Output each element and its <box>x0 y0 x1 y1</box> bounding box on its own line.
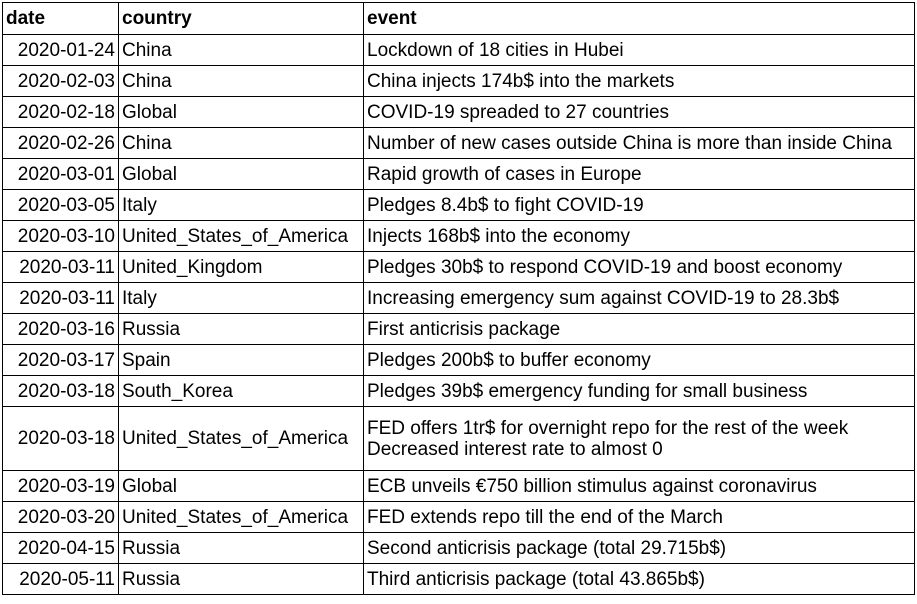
event-line: Increasing emergency sum against COVID-1… <box>367 287 840 309</box>
event-line: FED extends repo till the end of the Mar… <box>367 506 723 528</box>
table-row: 2020-03-10 United_States_of_America Inject… <box>2 220 915 252</box>
header-event[interactable]: event <box>363 2 915 35</box>
table-row: 2020-03-18 South_Korea Pledges 39b$ emerge… <box>2 375 915 407</box>
event-cell[interactable]: China injects 174b$ into the markets <box>363 65 915 97</box>
table-row: 2020-03-16 Russia First anticrisis package <box>2 313 915 345</box>
table-row: 2020-02-26 China Number of new cases outsi… <box>2 127 915 159</box>
table-row: 2020-03-11 United_Kingdom Pledges 30b$ to … <box>2 251 915 283</box>
table-row: 2020-03-11 Italy Increasing emergency sum … <box>2 282 915 314</box>
event-line: FED offers 1tr$ for overnight repo for t… <box>367 417 849 439</box>
country-cell[interactable]: United_Kingdom <box>118 251 364 283</box>
event-cell[interactable]: Pledges 39b$ emergency funding for small… <box>363 375 915 407</box>
date-cell[interactable]: 2020-01-24 <box>2 34 119 66</box>
table-row: 2020-03-18 United_States_of_America FED of… <box>2 406 915 471</box>
event-line: Number of new cases outside China is mor… <box>367 132 892 154</box>
table-row: 2020-02-18 Global COVID-19 spreaded to 27 … <box>2 96 915 128</box>
event-line: Pledges 39b$ emergency funding for small… <box>367 380 808 402</box>
table-row: 2020-03-20 United_States_of_America FED ex… <box>2 501 915 533</box>
date-cell[interactable]: 2020-02-26 <box>2 127 119 159</box>
table-row: 2020-03-01 Global Rapid growth of cases in… <box>2 158 915 190</box>
event-cell[interactable]: Second anticrisis package (total 29.715b… <box>363 532 915 564</box>
country-cell[interactable]: China <box>118 65 364 97</box>
event-cell[interactable]: Pledges 8.4b$ to fight COVID-19 <box>363 189 915 221</box>
country-cell[interactable]: China <box>118 127 364 159</box>
country-cell[interactable]: Russia <box>118 313 364 345</box>
event-line: ECB unveils €750 billion stimulus agains… <box>367 475 817 497</box>
table-row: 2020-04-15 Russia Second anticrisis packag… <box>2 532 915 564</box>
event-line: China injects 174b$ into the markets <box>367 70 675 92</box>
event-line: First anticrisis package <box>367 318 561 340</box>
event-line: Rapid growth of cases in Europe <box>367 163 642 185</box>
country-cell[interactable]: Global <box>118 158 364 190</box>
table-row: 2020-03-05 Italy Pledges 8.4b$ to fight CO… <box>2 189 915 221</box>
country-cell[interactable]: United_States_of_America <box>118 220 364 252</box>
date-cell[interactable]: 2020-02-03 <box>2 65 119 97</box>
date-cell[interactable]: 2020-03-19 <box>2 470 119 502</box>
country-cell[interactable]: Italy <box>118 282 364 314</box>
event-cell[interactable]: Number of new cases outside China is mor… <box>363 127 915 159</box>
date-cell[interactable]: 2020-03-10 <box>2 220 119 252</box>
event-cell[interactable]: Injects 168b$ into the economy <box>363 220 915 252</box>
table-body: 2020-01-24 China Lockdown of 18 cities in … <box>2 34 915 595</box>
date-cell[interactable]: 2020-03-11 <box>2 251 119 283</box>
table-row: 2020-01-24 China Lockdown of 18 cities in … <box>2 34 915 66</box>
event-cell[interactable]: FED extends repo till the end of the Mar… <box>363 501 915 533</box>
date-cell[interactable]: 2020-03-18 <box>2 375 119 407</box>
header-row: date country event <box>2 2 915 35</box>
event-line: Third anticrisis package (total 43.865b$… <box>367 568 705 590</box>
country-cell[interactable]: United_States_of_America <box>118 501 364 533</box>
table-row: 2020-03-17 Spain Pledges 200b$ to buffer e… <box>2 344 915 376</box>
country-cell[interactable]: Russia <box>118 532 364 564</box>
event-cell[interactable]: Increasing emergency sum against COVID-1… <box>363 282 915 314</box>
event-cell[interactable]: FED offers 1tr$ for overnight repo for t… <box>363 406 915 471</box>
country-cell[interactable]: China <box>118 34 364 66</box>
date-cell[interactable]: 2020-02-18 <box>2 96 119 128</box>
date-cell[interactable]: 2020-03-18 <box>2 406 119 471</box>
event-line: Pledges 8.4b$ to fight COVID-19 <box>367 194 644 216</box>
event-cell[interactable]: First anticrisis package <box>363 313 915 345</box>
country-cell[interactable]: Russia <box>118 563 364 595</box>
date-cell[interactable]: 2020-03-20 <box>2 501 119 533</box>
date-cell[interactable]: 2020-03-01 <box>2 158 119 190</box>
date-cell[interactable]: 2020-03-17 <box>2 344 119 376</box>
header-country[interactable]: country <box>118 2 364 35</box>
header-date[interactable]: date <box>2 2 119 35</box>
date-cell[interactable]: 2020-03-11 <box>2 282 119 314</box>
event-line: Injects 168b$ into the economy <box>367 225 631 247</box>
country-cell[interactable]: South_Korea <box>118 375 364 407</box>
country-cell[interactable]: Global <box>118 470 364 502</box>
country-cell[interactable]: Italy <box>118 189 364 221</box>
event-line: Decreased interest rate to almost 0 <box>367 438 663 460</box>
country-cell[interactable]: Global <box>118 96 364 128</box>
date-cell[interactable]: 2020-03-16 <box>2 313 119 345</box>
date-cell[interactable]: 2020-05-11 <box>2 563 119 595</box>
date-cell[interactable]: 2020-03-05 <box>2 189 119 221</box>
event-cell[interactable]: Rapid growth of cases in Europe <box>363 158 915 190</box>
event-cell[interactable]: COVID-19 spreaded to 27 countries <box>363 96 915 128</box>
table-row: 2020-03-19 Global ECB unveils €750 billion… <box>2 470 915 502</box>
country-cell[interactable]: Spain <box>118 344 364 376</box>
event-line: COVID-19 spreaded to 27 countries <box>367 101 670 123</box>
country-cell[interactable]: United_States_of_America <box>118 406 364 471</box>
event-line: Second anticrisis package (total 29.715b… <box>367 537 727 559</box>
date-cell[interactable]: 2020-04-15 <box>2 532 119 564</box>
event-cell[interactable]: Pledges 30b$ to respond COVID-19 and boo… <box>363 251 915 283</box>
event-line: Lockdown of 18 cities in Hubei <box>367 39 624 61</box>
event-cell[interactable]: ECB unveils €750 billion stimulus agains… <box>363 470 915 502</box>
table-row: 2020-02-03 China China injects 174b$ into … <box>2 65 915 97</box>
event-cell[interactable]: Lockdown of 18 cities in Hubei <box>363 34 915 66</box>
event-line: Pledges 30b$ to respond COVID-19 and boo… <box>367 256 843 278</box>
event-cell[interactable]: Third anticrisis package (total 43.865b$… <box>363 563 915 595</box>
event-line: Pledges 200b$ to buffer economy <box>367 349 651 371</box>
event-cell[interactable]: Pledges 200b$ to buffer economy <box>363 344 915 376</box>
table-row: 2020-05-11 Russia Third anticrisis package… <box>2 563 915 595</box>
events-table: date country event 2020-01-24 China Lockdo… <box>2 2 915 595</box>
